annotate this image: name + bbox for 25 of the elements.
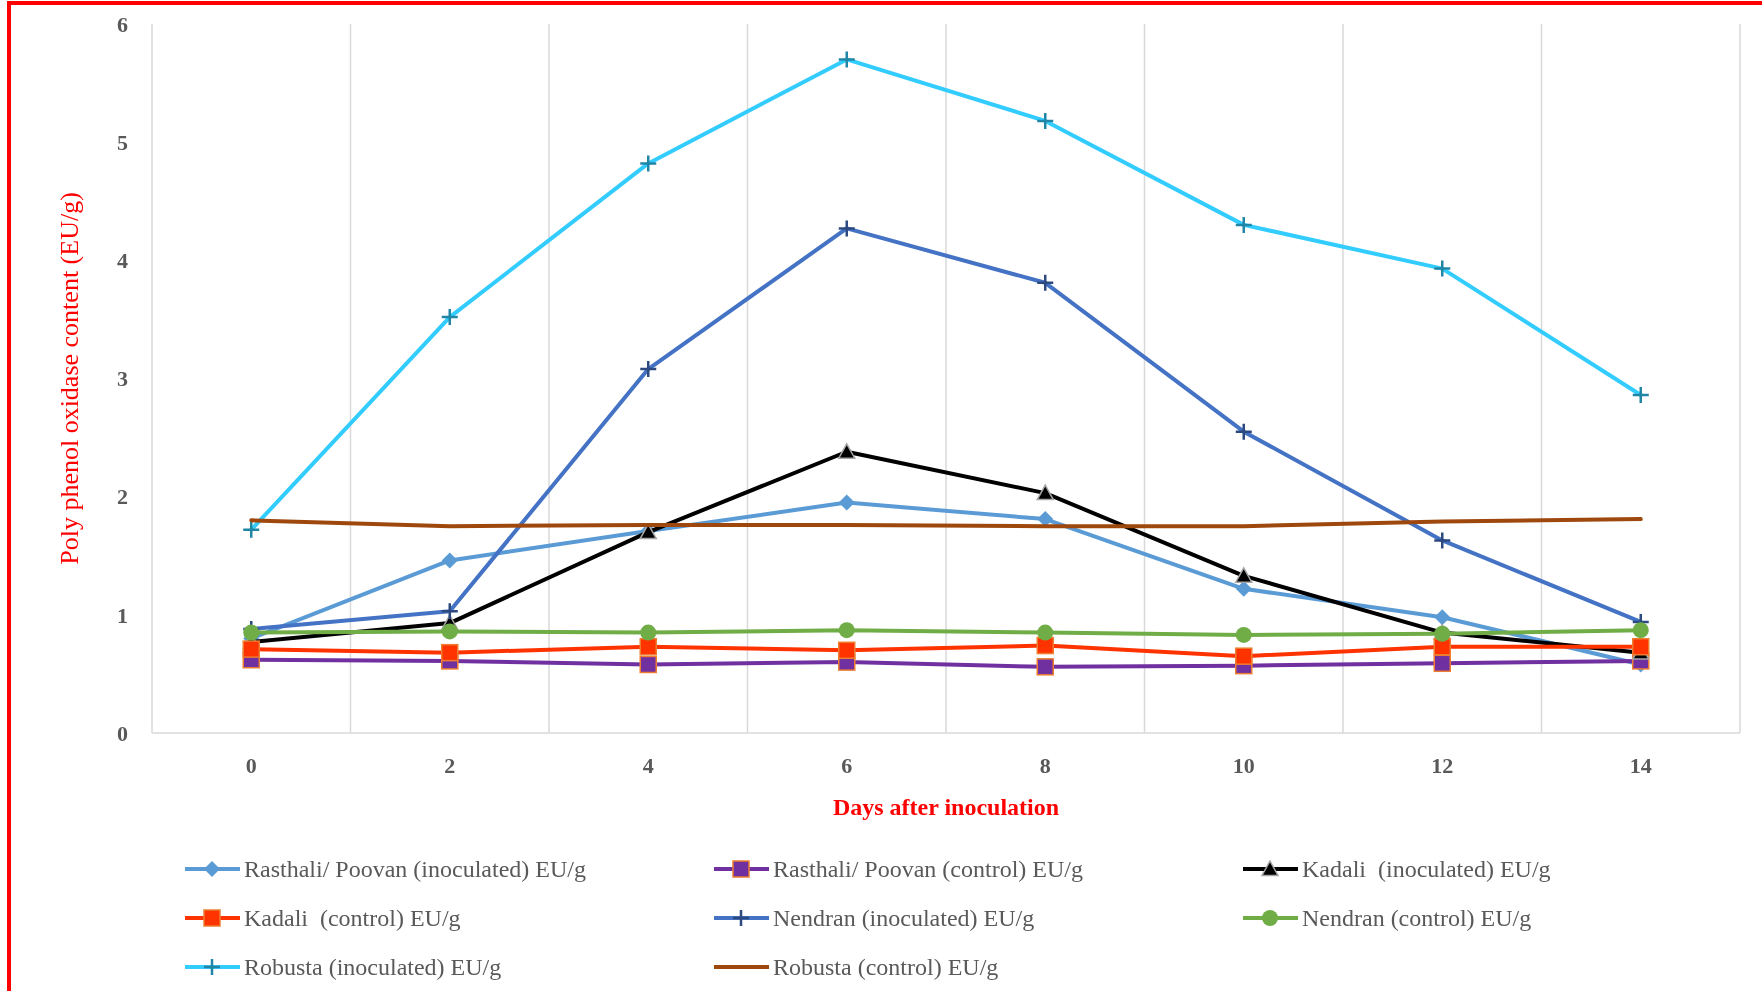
x-tick-label: 6: [841, 753, 853, 778]
x-tick-label: 14: [1629, 753, 1652, 778]
y-tick-label: 3: [117, 366, 128, 392]
x-tick-label: 12: [1431, 753, 1454, 778]
legend-label: Rasthali/ Poovan (inoculated) EU/g: [244, 856, 586, 883]
x-tick-label: 8: [1039, 753, 1051, 778]
legend-label: Nendran (inoculated) EU/g: [773, 905, 1035, 932]
legend-label: Kadali (inoculated) EU/g: [1302, 856, 1551, 883]
x-axis-title: Days after inoculation: [832, 794, 1060, 820]
legend-label: Rasthali/ Poovan (control) EU/g: [773, 856, 1083, 883]
y-tick-label: 1: [117, 602, 128, 628]
legend-label: Nendran (control) EU/g: [1302, 905, 1532, 932]
y-tick-label: 4: [117, 248, 128, 274]
x-tick-label: 2: [444, 753, 456, 778]
y-axis-title: Poly phenol oxidase content (EU/g): [55, 192, 84, 565]
x-tick-label: 0: [245, 753, 257, 778]
x-tick-label: 4: [642, 753, 654, 778]
legend-label: Robusta (inoculated) EU/g: [244, 954, 502, 981]
x-tick-label: 10: [1232, 753, 1255, 778]
y-tick-label: 5: [117, 129, 128, 155]
y-tick-label: 0: [117, 720, 128, 746]
legend-label: Robusta (control) EU/g: [773, 954, 999, 981]
y-tick-label: 2: [117, 484, 128, 510]
legend-label: Kadali (control) EU/g: [244, 905, 461, 932]
y-tick-label: 6: [117, 11, 128, 37]
